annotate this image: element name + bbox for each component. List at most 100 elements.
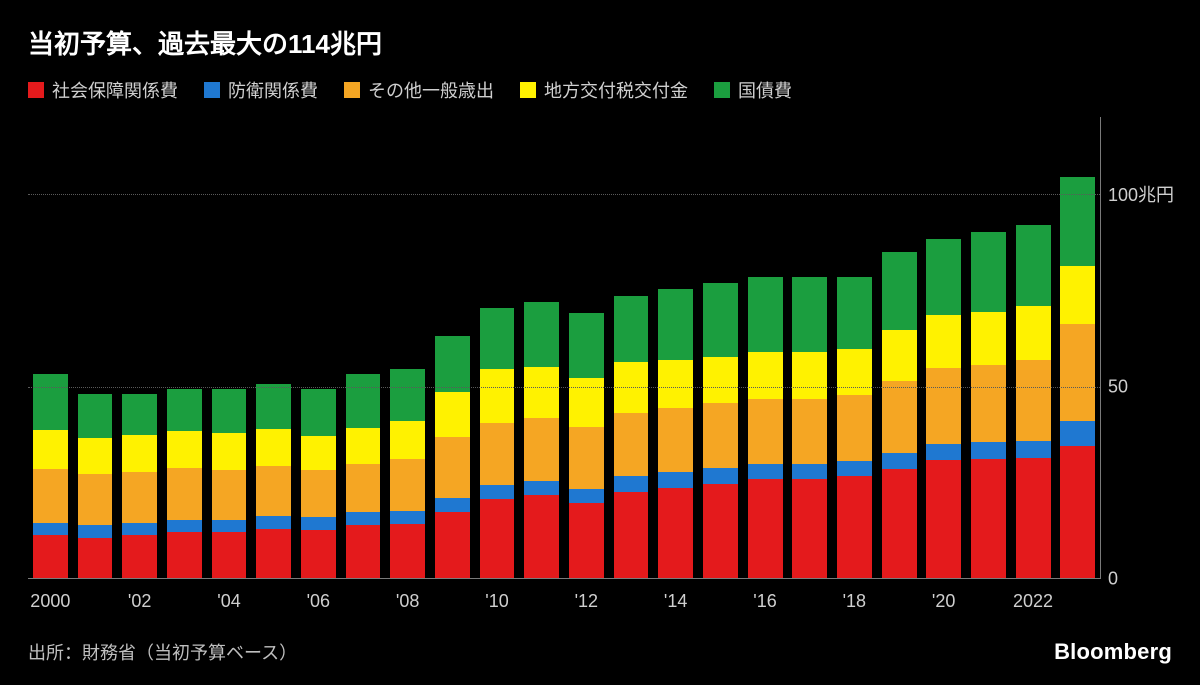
bar — [524, 221, 559, 579]
bar-segment-social — [256, 529, 291, 579]
legend-item: 防衛関係費 — [204, 77, 318, 103]
bar-segment-defense — [658, 472, 693, 487]
bar-segment-bonds — [346, 374, 381, 428]
bar-segment-other — [480, 423, 515, 485]
bar-segment-bonds — [435, 336, 470, 392]
x-tick-label: '08 — [396, 591, 419, 612]
legend-item: 国債費 — [714, 77, 792, 103]
bar-slot — [296, 117, 341, 579]
bar-segment-bonds — [971, 232, 1006, 312]
bar-segment-bonds — [837, 277, 872, 349]
bar — [212, 283, 247, 579]
bar-segment-defense — [167, 520, 202, 532]
bar-segment-bonds — [212, 389, 247, 433]
bar-slot — [877, 117, 922, 579]
bar-segment-other — [122, 472, 157, 523]
bar-segment-bonds — [524, 302, 559, 368]
footer: 出所：財務省（当初予算ベース） Bloomberg — [28, 639, 1172, 665]
bar-segment-social — [1016, 458, 1051, 579]
plot-area: 050100兆円 — [28, 117, 1172, 579]
bar-segment-social — [926, 460, 961, 579]
bar-segment-defense — [1016, 441, 1051, 458]
bar-segment-local — [748, 352, 783, 399]
bar-segment-defense — [1060, 421, 1095, 446]
legend-swatch — [204, 82, 220, 98]
bar-segment-local — [33, 430, 68, 468]
bar-segment-local — [346, 428, 381, 464]
x-tick-label: '14 — [664, 591, 687, 612]
bar-segment-local — [882, 330, 917, 382]
bar-segment-local — [122, 435, 157, 472]
bar-segment-local — [837, 349, 872, 396]
bar-segment-local — [658, 360, 693, 409]
bar-segment-defense — [792, 464, 827, 480]
bar-slot — [564, 117, 609, 579]
legend-label: その他一般歳出 — [368, 77, 494, 103]
legend-swatch — [344, 82, 360, 98]
bar-segment-other — [658, 408, 693, 472]
y-axis: 050100兆円 — [1100, 117, 1172, 579]
bar-segment-local — [480, 369, 515, 422]
bar-segment-social — [748, 479, 783, 579]
x-axis-line — [28, 578, 1101, 580]
legend-swatch — [520, 82, 536, 98]
bar-slot — [519, 117, 564, 579]
bar-slot — [28, 117, 73, 579]
bar-segment-local — [435, 392, 470, 437]
bar-segment-local — [390, 421, 425, 460]
bar-segment-other — [390, 459, 425, 511]
bar — [435, 244, 470, 579]
bar-segment-defense — [926, 444, 961, 461]
chart-container: 当初予算、過去最大の114兆円 社会保障関係費防衛関係費その他一般歳出地方交付税… — [0, 0, 1200, 685]
bar-segment-social — [33, 535, 68, 579]
legend-label: 社会保障関係費 — [52, 77, 178, 103]
x-tick-label: '10 — [485, 591, 508, 612]
bar-segment-defense — [256, 516, 291, 529]
bar-segment-other — [1060, 324, 1095, 421]
x-axis-inner: 2000'02'04'06'08'10'12'14'16'18'202022 — [28, 585, 1100, 621]
bar-segment-bonds — [926, 239, 961, 315]
bar-segment-other — [346, 464, 381, 513]
bar-segment-defense — [971, 442, 1006, 459]
bar-segment-bonds — [1016, 225, 1051, 306]
x-tick-label: '20 — [932, 591, 955, 612]
y-tick-label: 50 — [1108, 376, 1128, 397]
bar-segment-social — [212, 532, 247, 579]
legend-swatch — [714, 82, 730, 98]
bar-segment-social — [78, 538, 113, 579]
bar-segment-local — [1060, 266, 1095, 323]
bar-segment-social — [524, 495, 559, 579]
bar-segment-other — [971, 365, 1006, 442]
bar-slot — [475, 117, 520, 579]
bars-group — [28, 117, 1100, 579]
bar-segment-defense — [212, 520, 247, 532]
bar-segment-local — [524, 367, 559, 418]
bar-slot — [1011, 117, 1056, 579]
bar-segment-local — [703, 357, 738, 403]
bar-segment-defense — [837, 461, 872, 477]
x-tick-label: '16 — [753, 591, 776, 612]
legend-item: 地方交付税交付金 — [520, 77, 688, 103]
bar-segment-social — [346, 525, 381, 579]
bar-slot — [73, 117, 118, 579]
bar-segment-defense — [346, 512, 381, 525]
bar-segment-local — [971, 312, 1006, 365]
bar-segment-social — [390, 524, 425, 579]
bar — [703, 209, 738, 579]
bar — [792, 206, 827, 579]
bar — [167, 283, 202, 579]
bar-segment-other — [78, 474, 113, 525]
bar-segment-defense — [78, 525, 113, 537]
bar-segment-local — [569, 378, 604, 428]
bar-slot — [1055, 117, 1100, 579]
bar-slot — [117, 117, 162, 579]
plot — [28, 117, 1100, 579]
y-tick-label: 100兆円 — [1108, 181, 1174, 207]
bar-segment-other — [33, 469, 68, 523]
bar-segment-social — [658, 488, 693, 579]
bar-segment-bonds — [122, 394, 157, 435]
bar — [971, 179, 1006, 579]
bar-segment-defense — [748, 464, 783, 480]
bar-slot — [609, 117, 654, 579]
legend-item: その他一般歳出 — [344, 77, 494, 103]
